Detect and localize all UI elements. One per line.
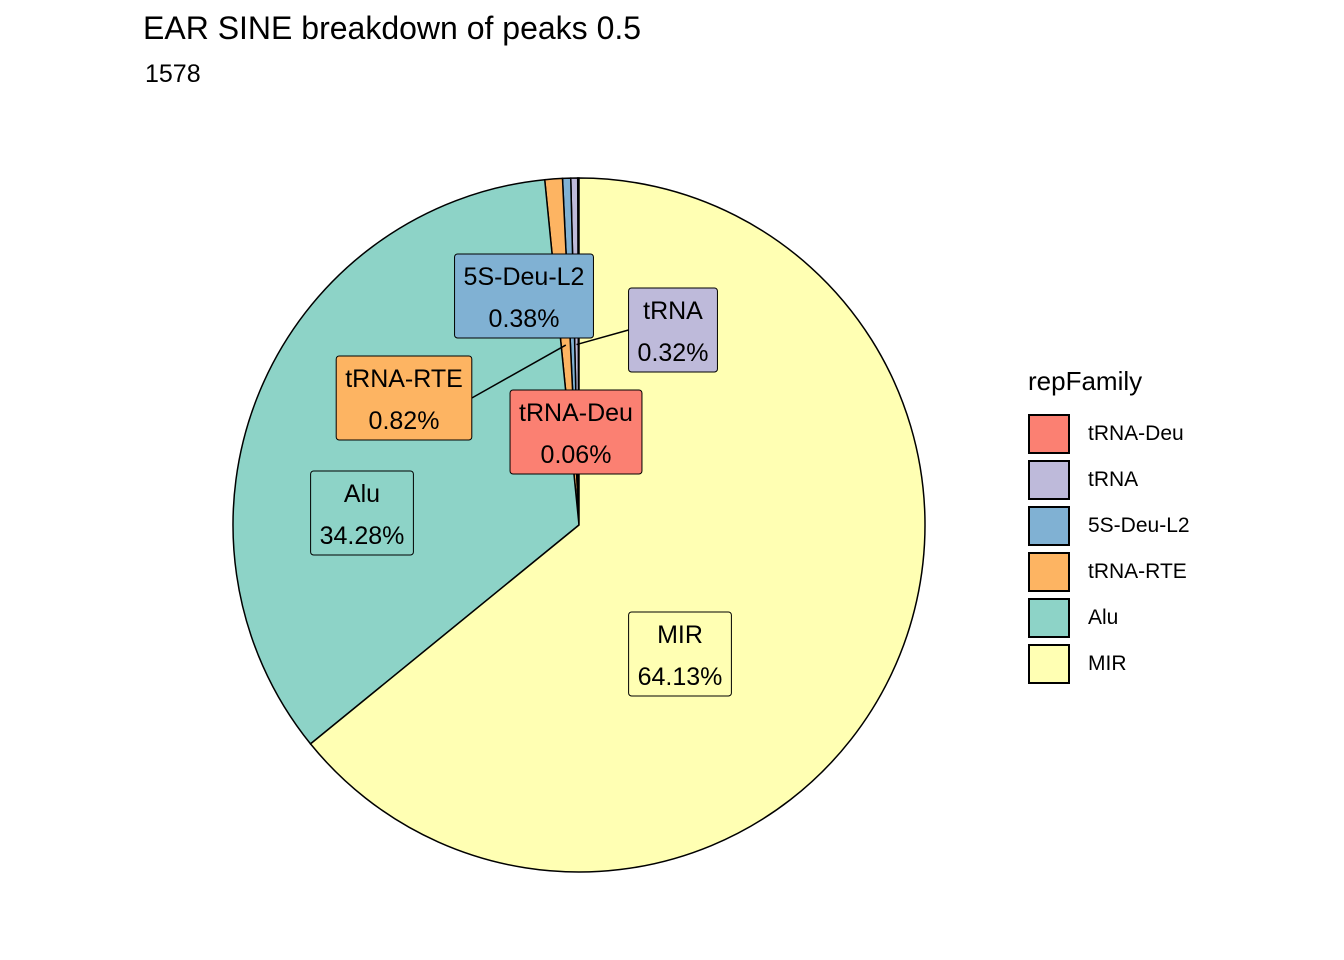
leader-line-trna-rte [471,344,567,399]
legend-item-trna-deu: tRNA-Deu [1028,411,1190,457]
legend-label: 5S-Deu-L2 [1088,514,1190,537]
legend-title: repFamily [1028,366,1143,396]
legend-item-trna-rte: tRNA-RTE [1028,549,1190,595]
legend-swatch [1028,598,1070,638]
pie-label-name: tRNA [643,297,703,325]
chart-subtitle: 1578 [145,60,201,88]
chart-title: EAR SINE breakdown of peaks 0.5 [143,10,642,46]
pie-label-mir: MIR 64.13% [628,611,732,697]
pie-label-box [509,389,643,475]
legend-item-trna: tRNA [1028,457,1190,503]
legend-swatch [1028,644,1070,684]
pie-label-name: tRNA-Deu [519,399,633,427]
pie-label-percent: 0.82% [369,407,440,435]
pie-label-percent: 34.28% [320,522,405,550]
legend-label: Alu [1088,606,1119,629]
legend-item-5s-deu-l2: 5S-Deu-L2 [1028,503,1190,549]
legend-label: MIR [1088,652,1127,675]
pie-label-trna-rte: tRNA-RTE 0.82% [335,355,473,441]
pie-label-box [628,611,732,697]
legend-item-alu: Alu [1028,595,1190,641]
pie-label-5s-deu-l2: 5S-Deu-L2 0.38% [454,253,594,339]
pie-label-name: MIR [657,621,703,649]
pie-label-box [454,253,594,339]
pie-slice-mir [309,177,926,873]
legend: repFamily tRNA-Deu tRNA 5S-Deu-L2 tRNA-RTE A… [1028,366,1190,687]
legend-swatch [1028,460,1070,500]
legend-label: tRNA-Deu [1088,422,1184,445]
legend-items: tRNA-Deu tRNA 5S-Deu-L2 tRNA-RTE Alu MIR [1028,411,1190,687]
pie-label-name: Alu [344,480,380,508]
leader-line-trna [576,329,629,346]
legend-item-mir: MIR [1028,641,1190,687]
pie-label-percent: 0.32% [638,339,709,367]
pie-label-box [310,470,414,556]
pie-label-percent: 64.13% [638,663,723,691]
pie-label-trna-deu: tRNA-Deu 0.06% [509,389,643,475]
pie-label-percent: 0.06% [541,441,612,469]
pie-label-name: tRNA-RTE [345,365,463,393]
legend-swatch [1028,552,1070,592]
legend-swatch [1028,414,1070,454]
legend-label: tRNA-RTE [1088,560,1187,583]
pie-label-name: 5S-Deu-L2 [464,263,585,291]
pie-label-trna: tRNA 0.32% [628,287,718,373]
pie-label-percent: 0.38% [489,305,560,333]
legend-swatch [1028,506,1070,546]
pie-label-alu: Alu 34.28% [310,470,414,556]
legend-label: tRNA [1088,468,1139,491]
